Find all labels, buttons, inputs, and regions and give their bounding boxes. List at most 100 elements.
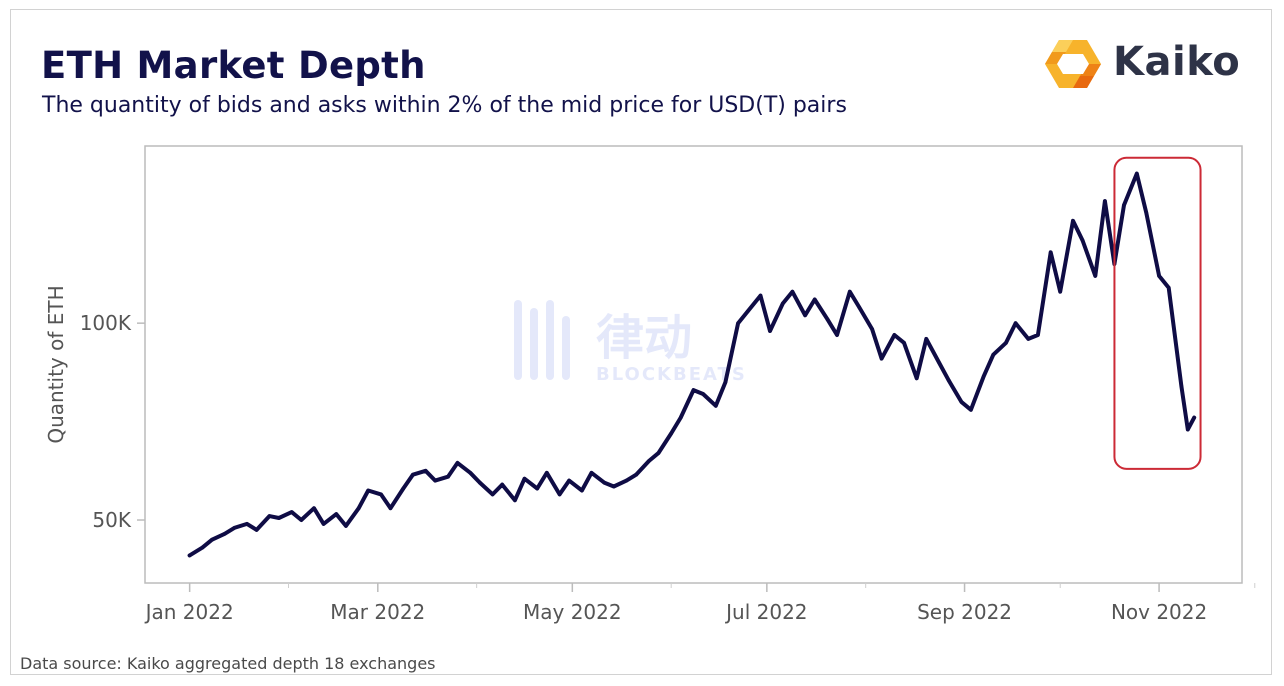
data-point — [745, 309, 750, 314]
data-point — [1166, 285, 1171, 290]
data-point — [356, 506, 361, 511]
eth-depth-line — [187, 171, 1197, 558]
data-point — [321, 522, 326, 526]
data-point — [513, 498, 517, 503]
data-point — [1144, 211, 1149, 215]
data-point — [879, 356, 884, 361]
x-tick-label: May 2022 — [523, 600, 622, 624]
data-point — [312, 506, 316, 511]
plot-area — [144, 145, 1243, 584]
data-point — [946, 378, 951, 383]
data-point — [981, 374, 986, 379]
data-point — [545, 471, 549, 475]
data-point — [825, 317, 830, 322]
data-point — [892, 333, 897, 337]
y-axis: 50K 100K — [80, 311, 145, 532]
data-point — [580, 488, 584, 493]
data-point — [334, 512, 339, 516]
data-point — [299, 518, 304, 522]
kaiko-logo: Kaiko — [1043, 36, 1253, 92]
data-point — [455, 461, 460, 465]
data-point — [991, 352, 996, 357]
data-point — [500, 482, 505, 487]
data-point — [691, 388, 696, 392]
data-point — [433, 478, 438, 483]
data-point — [1058, 289, 1062, 294]
data-point — [1186, 427, 1190, 432]
data-point — [781, 301, 785, 306]
data-point — [366, 488, 371, 493]
data-point — [289, 510, 294, 514]
data-point — [1026, 337, 1031, 341]
data-point — [602, 480, 606, 485]
data-point — [656, 451, 661, 455]
y-axis-title: Quantity of ETH — [44, 285, 68, 443]
data-point — [1048, 250, 1053, 255]
data-point — [758, 293, 763, 298]
data-point — [959, 400, 964, 404]
data-point — [848, 289, 852, 294]
data-point — [1093, 274, 1098, 278]
data-source-note: Data source: Kaiko aggregated depth 18 e… — [20, 654, 436, 673]
data-point — [870, 327, 874, 331]
data-point — [1013, 321, 1018, 326]
data-point — [937, 360, 941, 365]
data-point — [490, 492, 495, 497]
data-point — [245, 522, 249, 526]
data-point — [736, 321, 740, 326]
data-point — [200, 545, 205, 550]
chart-frame — [10, 9, 1272, 675]
data-point — [678, 415, 683, 420]
kaiko-hexagon-icon — [1045, 40, 1101, 88]
data-point — [857, 305, 862, 310]
data-point — [423, 469, 428, 473]
data-point — [478, 480, 482, 485]
x-tick-label: Nov 2022 — [1111, 600, 1207, 624]
data-point — [446, 474, 450, 479]
data-point — [701, 392, 705, 396]
data-point — [254, 528, 259, 532]
data-point — [210, 537, 214, 542]
data-point — [557, 492, 562, 497]
data-point — [812, 297, 817, 302]
data-point — [187, 553, 192, 558]
data-point — [222, 532, 227, 536]
data-point — [790, 289, 795, 294]
data-point — [1080, 238, 1085, 243]
data-point — [902, 341, 906, 345]
data-point — [1179, 384, 1184, 389]
data-point — [344, 524, 348, 528]
data-point — [1071, 219, 1075, 223]
y-tick-label: 50K — [92, 508, 131, 532]
data-point — [612, 484, 616, 489]
data-point — [468, 471, 473, 475]
data-point — [1004, 341, 1008, 345]
data-point — [589, 471, 594, 475]
chart-subtitle: The quantity of bids and asks within 2% … — [42, 93, 847, 118]
data-point — [522, 476, 527, 481]
data-point — [1157, 274, 1161, 278]
data-point — [1122, 203, 1126, 207]
data-point — [835, 333, 839, 337]
x-tick-label: Jan 2022 — [144, 600, 234, 624]
data-point — [267, 514, 272, 518]
data-point — [277, 516, 281, 520]
data-point — [969, 408, 973, 412]
data-point — [232, 526, 237, 530]
data-point — [723, 380, 728, 385]
y-tick-label: 100K — [80, 311, 132, 335]
highlight-box — [1113, 156, 1202, 470]
logo-wordmark: Kaiko — [1113, 39, 1241, 85]
data-point — [803, 313, 807, 318]
data-point — [624, 478, 629, 483]
data-point — [768, 329, 772, 333]
data-point — [647, 459, 651, 463]
data-point — [1192, 415, 1196, 420]
x-axis: Jan 2022 Mar 2022 May 2022 Jul 2022 Sep 2022… — [144, 583, 1256, 624]
data-point — [634, 472, 638, 477]
data-point — [1103, 199, 1107, 203]
chart-title: ETH Market Depth — [41, 44, 426, 87]
data-point — [669, 431, 673, 436]
data-point — [401, 486, 406, 491]
